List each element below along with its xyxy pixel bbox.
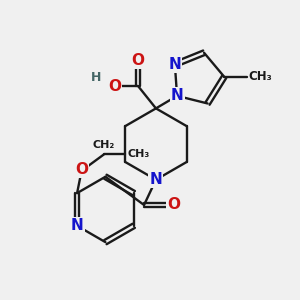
Text: H: H bbox=[91, 71, 102, 84]
Text: N: N bbox=[171, 88, 183, 104]
Text: O: O bbox=[75, 162, 88, 177]
Text: N: N bbox=[169, 57, 181, 72]
Text: CH₂: CH₂ bbox=[93, 140, 115, 150]
Text: CH₃: CH₃ bbox=[248, 70, 272, 83]
Text: O: O bbox=[108, 79, 121, 94]
Text: N: N bbox=[150, 172, 162, 187]
Text: O: O bbox=[132, 53, 145, 68]
Text: CH₃: CH₃ bbox=[128, 149, 150, 160]
Text: O: O bbox=[167, 197, 180, 212]
Text: N: N bbox=[71, 218, 83, 233]
